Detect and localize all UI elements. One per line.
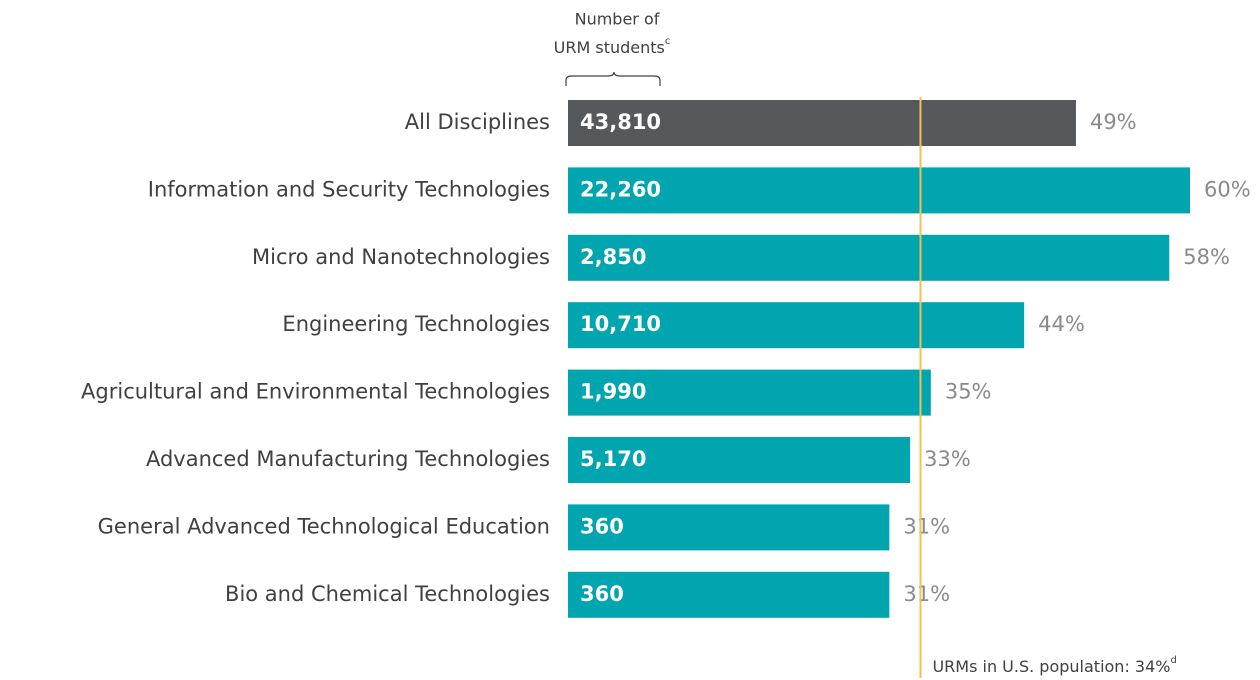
category-label: General Advanced Technological Education [98,514,550,538]
bar [568,302,1025,349]
bar [568,100,1076,146]
count-label: 22,260 [580,177,661,201]
category-label: All Disciplines [405,110,550,134]
count-label: 1,990 [580,380,646,404]
count-label: 10,710 [580,312,661,336]
count-label: 360 [580,582,624,606]
footnote-mark: c [665,36,671,47]
category-label: Micro and Nanotechnologies [252,245,550,269]
count-header: URM studentsc [554,36,671,57]
count-label: 2,850 [580,245,646,269]
value-label: 58% [1183,245,1230,269]
value-label: 49% [1090,110,1137,134]
count-header-text: URM students [554,38,665,57]
value-label: 60% [1204,177,1251,201]
category-label: Advanced Manufacturing Technologies [146,447,550,471]
count-header: Number of [575,10,660,29]
count-label: 5,170 [580,447,646,471]
bar [568,571,890,618]
category-label: Engineering Technologies [282,312,550,336]
brace [565,71,661,86]
reference-label: URMs in U.S. population: 34%d [932,655,1176,676]
category-label: Agricultural and Environmental Technolog… [81,380,550,404]
count-label: 43,810 [580,110,661,134]
category-label: Bio and Chemical Technologies [225,582,550,606]
value-label: 33% [924,447,971,471]
footnote-mark: d [1170,655,1176,666]
bar [568,369,931,416]
bar [568,504,890,551]
value-label: 35% [945,380,992,404]
category-label: Information and Security Technologies [148,177,550,201]
bar [568,234,1170,281]
value-label: 44% [1038,312,1085,336]
bar [568,437,911,483]
bar [568,167,1190,214]
value-label: 31% [903,514,950,538]
count-label: 360 [580,514,624,538]
reference-text: URMs in U.S. population: 34% [932,657,1170,676]
value-label: 31% [903,582,950,606]
